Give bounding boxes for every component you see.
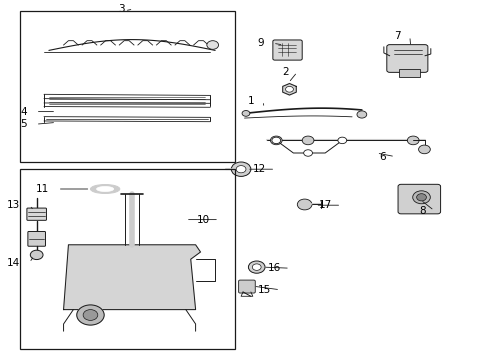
FancyBboxPatch shape bbox=[386, 45, 427, 72]
Text: 10: 10 bbox=[197, 215, 210, 225]
Bar bbox=[20, 11, 234, 162]
Text: 11: 11 bbox=[36, 184, 49, 194]
Text: 17: 17 bbox=[319, 200, 332, 210]
Text: 12: 12 bbox=[253, 164, 266, 174]
Circle shape bbox=[356, 111, 366, 118]
FancyBboxPatch shape bbox=[272, 40, 302, 60]
Text: 6: 6 bbox=[379, 152, 386, 162]
Ellipse shape bbox=[90, 184, 120, 194]
Text: 3: 3 bbox=[118, 4, 124, 14]
Bar bbox=[20, 169, 234, 349]
FancyBboxPatch shape bbox=[238, 280, 255, 293]
Circle shape bbox=[337, 137, 346, 144]
Circle shape bbox=[297, 199, 311, 210]
Text: 7: 7 bbox=[393, 31, 400, 41]
Text: 9: 9 bbox=[257, 38, 264, 48]
Text: 16: 16 bbox=[267, 263, 281, 273]
Ellipse shape bbox=[96, 186, 113, 192]
Text: 1: 1 bbox=[247, 96, 254, 106]
Bar bbox=[398, 69, 419, 77]
Circle shape bbox=[231, 162, 250, 176]
Circle shape bbox=[416, 194, 426, 201]
Text: 2: 2 bbox=[281, 67, 288, 77]
Circle shape bbox=[271, 137, 280, 144]
Text: 14: 14 bbox=[7, 258, 20, 268]
Circle shape bbox=[285, 86, 293, 92]
FancyBboxPatch shape bbox=[27, 208, 46, 220]
Circle shape bbox=[412, 191, 429, 204]
Circle shape bbox=[83, 310, 98, 320]
Circle shape bbox=[303, 150, 312, 156]
Text: 4: 4 bbox=[20, 107, 27, 117]
Polygon shape bbox=[63, 245, 200, 310]
FancyBboxPatch shape bbox=[28, 231, 45, 246]
Text: 13: 13 bbox=[7, 200, 20, 210]
FancyBboxPatch shape bbox=[397, 184, 440, 214]
Circle shape bbox=[270, 136, 282, 145]
Circle shape bbox=[302, 136, 313, 145]
Polygon shape bbox=[282, 84, 296, 95]
Circle shape bbox=[252, 264, 261, 270]
Circle shape bbox=[30, 250, 43, 260]
Circle shape bbox=[236, 166, 245, 173]
Circle shape bbox=[77, 305, 104, 325]
Text: 15: 15 bbox=[258, 285, 271, 295]
Circle shape bbox=[407, 136, 418, 145]
Circle shape bbox=[248, 261, 264, 273]
Circle shape bbox=[242, 111, 249, 116]
Text: 8: 8 bbox=[418, 206, 425, 216]
Circle shape bbox=[206, 41, 218, 49]
Text: 5: 5 bbox=[20, 119, 27, 129]
Circle shape bbox=[418, 145, 429, 154]
